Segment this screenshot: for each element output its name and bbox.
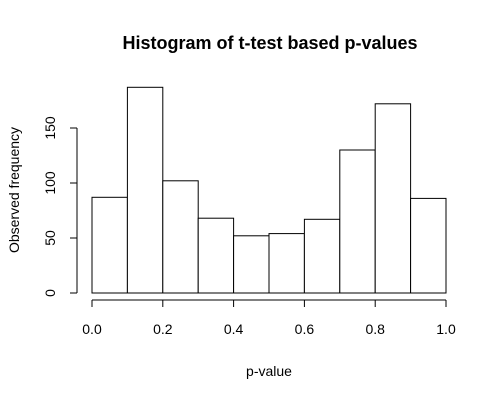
x-tick-label-4: 0.8 [365,321,385,337]
histogram-bar-3 [197,217,235,294]
x-tick-label-5: 1.0 [436,321,456,337]
x-axis: 0.0 0.2 0.4 0.6 0.8 1.0 [82,299,456,337]
y-axis-label: Observed frequency [6,127,22,253]
histogram-bar-8 [374,103,412,294]
bars-group [91,86,447,294]
x-tick-label-2: 0.4 [224,321,244,337]
x-tick-label-3: 0.6 [295,321,315,337]
histogram-bar-2 [162,180,199,294]
histogram-bar-7 [339,149,376,294]
y-axis: 0 50 100 150 [42,116,78,297]
y-tick-label-1: 50 [42,230,58,246]
chart-title: Histogram of t-test based p-values [122,33,417,53]
histogram-bar-4 [233,235,270,294]
y-tick-label-2: 100 [42,171,58,195]
histogram-bar-0 [91,196,128,294]
x-axis-label: p-value [246,363,292,379]
histogram-bar-6 [303,218,341,294]
histogram-bar-5 [268,233,305,294]
y-tick-label-0: 0 [42,289,58,297]
y-tick-label-3: 150 [42,116,58,140]
x-tick-label-1: 0.2 [153,321,173,337]
x-tick-label-0: 0.0 [82,321,102,337]
histogram-bar-1 [126,86,164,294]
histogram-bar-9 [410,197,447,294]
